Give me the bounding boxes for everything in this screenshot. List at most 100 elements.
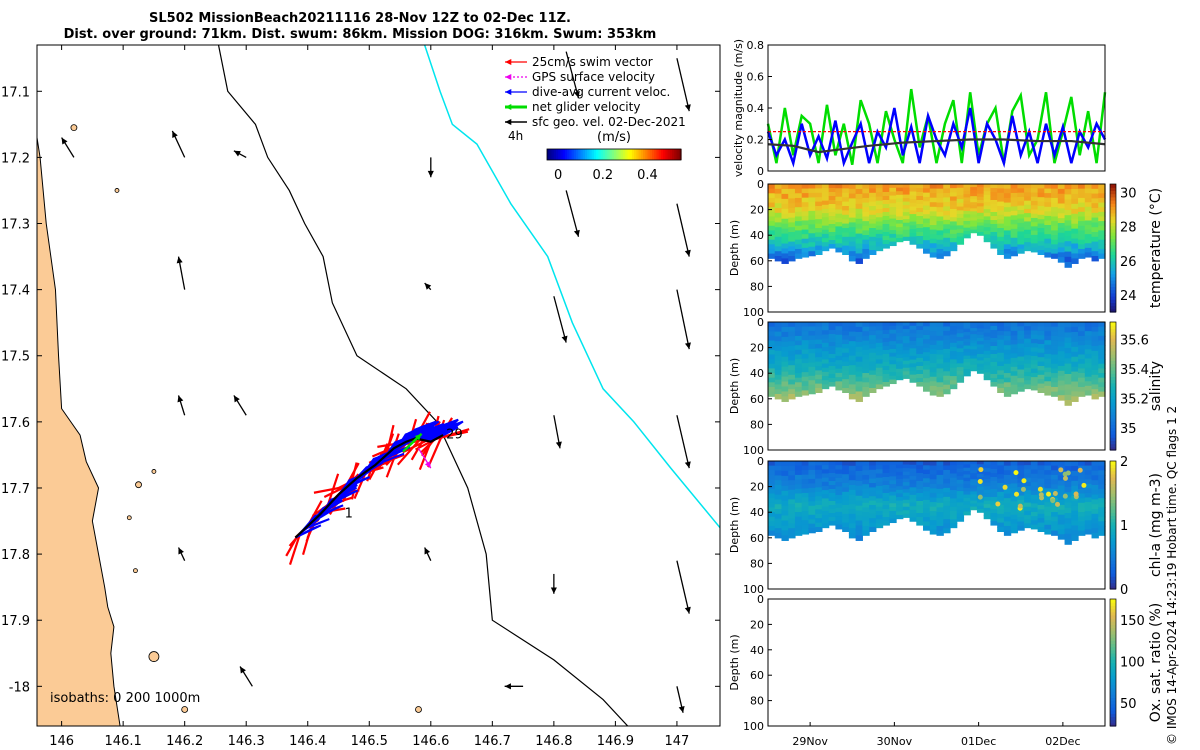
section-cell — [970, 355, 978, 360]
section-cell — [909, 502, 917, 507]
section-cell — [1037, 326, 1045, 332]
section-cell — [923, 491, 931, 497]
section-cell — [1078, 193, 1086, 199]
section-cell — [1071, 461, 1079, 467]
colorbar-cell — [1110, 687, 1116, 692]
section-cell — [1078, 253, 1086, 259]
section-cell — [1098, 340, 1106, 346]
section-cell — [855, 341, 863, 348]
section-cell — [983, 234, 992, 239]
section-cell — [869, 188, 877, 194]
colorbar-cell — [1110, 446, 1116, 451]
section-cell — [869, 326, 877, 332]
section-cell — [923, 184, 931, 189]
section-cell — [1051, 221, 1059, 227]
section-cell — [869, 500, 877, 506]
section-cell — [909, 210, 917, 215]
section-cell — [1078, 184, 1086, 190]
section-cell — [970, 340, 978, 344]
colorbar-cell — [607, 149, 611, 160]
section-cell — [768, 322, 776, 328]
section-cell — [1017, 334, 1025, 340]
colorbar-cell — [1110, 489, 1116, 494]
section-cell — [1051, 391, 1059, 397]
section-cell — [848, 379, 857, 385]
section-cell — [929, 470, 938, 476]
section-cell — [828, 362, 836, 367]
section-cell — [1051, 202, 1059, 208]
section-cell — [848, 208, 857, 214]
section-cell — [976, 212, 985, 217]
section-cell — [1017, 184, 1025, 189]
section-cell — [1071, 505, 1079, 512]
section-cell — [1064, 466, 1072, 472]
section-cell — [949, 473, 958, 479]
section-cell — [862, 354, 870, 360]
sfc-velocity-arrow — [233, 395, 247, 416]
section-cell — [768, 188, 776, 194]
section-cell — [815, 379, 823, 385]
chl-sample-dot — [977, 494, 983, 500]
section-cell — [1024, 523, 1032, 529]
section-cell — [1030, 377, 1039, 382]
depth-tick-label: 100 — [743, 306, 764, 319]
section-cell — [1030, 524, 1039, 530]
section-cell — [1030, 381, 1039, 387]
section-cell — [963, 494, 971, 499]
section-cell — [862, 521, 870, 527]
section-cell — [1037, 192, 1045, 198]
section-cell — [923, 343, 931, 349]
section-cell — [842, 245, 850, 251]
section-cell — [1051, 184, 1059, 190]
section-cell — [1017, 517, 1025, 523]
section-cell — [956, 370, 965, 376]
section-cell — [1017, 495, 1025, 501]
section-cell — [896, 198, 904, 203]
section-cell — [882, 370, 890, 375]
section-cell — [794, 498, 803, 504]
section-cell — [976, 363, 985, 368]
island — [415, 706, 422, 713]
section-cell — [970, 229, 978, 234]
section-cell — [889, 187, 897, 193]
section-cell — [1064, 374, 1072, 380]
section-cell — [902, 482, 911, 487]
section-cell — [1017, 231, 1025, 237]
section-cell — [842, 483, 850, 488]
section-cell — [963, 477, 971, 482]
section-cell — [1017, 330, 1025, 336]
section-cell — [835, 360, 843, 365]
section-cell — [842, 370, 850, 376]
section-cell — [1044, 340, 1052, 346]
section-cell — [848, 251, 857, 257]
section-cell — [889, 241, 897, 247]
section-cell — [1017, 218, 1025, 224]
section-cell — [896, 350, 904, 355]
section-cell — [943, 496, 951, 502]
section-cell — [902, 367, 911, 372]
section-cell — [943, 197, 951, 203]
colorbar-cell — [1110, 357, 1116, 361]
section-cell — [801, 381, 810, 387]
section-cell — [842, 184, 850, 189]
island — [126, 515, 132, 521]
section-cell — [943, 487, 951, 493]
section-cell — [1030, 209, 1039, 215]
section-cell — [943, 233, 951, 239]
section-cell — [794, 216, 803, 222]
section-cell — [1044, 188, 1052, 194]
section-cell — [842, 214, 850, 220]
section-cell — [1051, 322, 1059, 328]
section-cell — [970, 187, 978, 191]
section-cell — [949, 338, 958, 344]
section-cell — [956, 232, 965, 238]
section-cell — [909, 472, 917, 477]
colorbar-cell — [589, 149, 593, 160]
section-cell — [801, 372, 810, 378]
section-cell — [1064, 379, 1072, 385]
section-cell — [963, 217, 971, 222]
section-cell — [788, 465, 796, 472]
section-cell — [1030, 355, 1039, 361]
section-cell — [875, 184, 884, 189]
section-cell — [929, 331, 938, 337]
